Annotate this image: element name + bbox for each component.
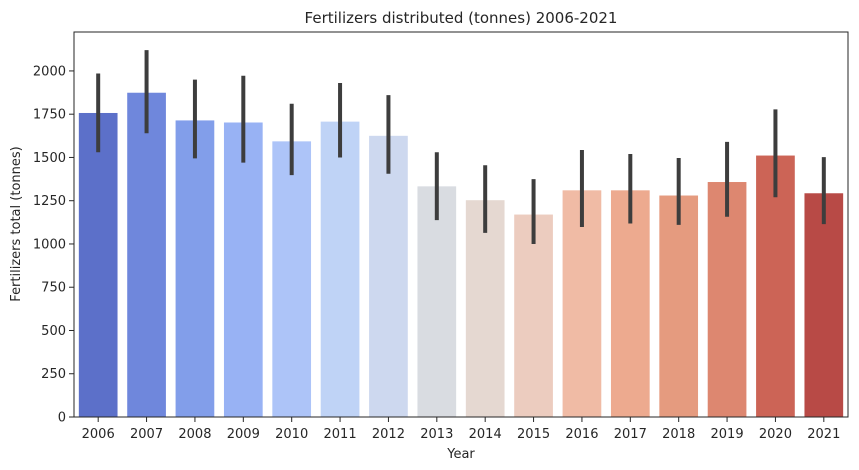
- x-tick-label: 2018: [662, 427, 695, 442]
- x-tick-label: 2010: [275, 427, 308, 442]
- bar-2016: [562, 190, 602, 417]
- y-tick-label: 0: [58, 411, 66, 426]
- bar-2020: [756, 155, 795, 417]
- x-tick-label: 2014: [469, 427, 502, 442]
- chart-title: Fertilizers distributed (tonnes) 2006-20…: [305, 9, 618, 27]
- bar-2006: [78, 112, 118, 418]
- x-tick-label: 2007: [130, 427, 163, 442]
- x-tick-label: 2017: [614, 427, 647, 442]
- bar-2019: [707, 182, 747, 417]
- x-tick-label: 2020: [759, 427, 792, 442]
- bar-2011: [320, 121, 360, 417]
- bar-2017: [610, 190, 650, 417]
- x-tick-label: 2016: [565, 427, 598, 442]
- y-tick-label: 500: [41, 324, 66, 339]
- x-tick-label: 2021: [807, 427, 840, 442]
- bar-2008: [175, 120, 215, 417]
- bar-2018: [659, 195, 699, 417]
- x-tick-label: 2012: [372, 427, 405, 442]
- plot-frame: [73, 31, 849, 418]
- x-tick-label: 2011: [324, 427, 357, 442]
- bar-2010: [272, 141, 312, 417]
- bar-2012: [369, 135, 408, 417]
- x-axis-label: Year: [446, 447, 475, 462]
- x-tick-label: 2006: [82, 427, 115, 442]
- y-tick-label: 1750: [33, 108, 66, 123]
- bar-2007: [127, 92, 166, 417]
- x-tick-label: 2013: [420, 427, 453, 442]
- bar-2014: [465, 200, 505, 417]
- y-tick-label: 1000: [33, 237, 66, 252]
- y-tick-label: 2000: [33, 64, 66, 79]
- x-tick-label: 2015: [517, 427, 550, 442]
- y-tick-label: 250: [41, 367, 66, 382]
- y-tick-label: 1500: [33, 151, 66, 166]
- x-tick-label: 2009: [227, 427, 260, 442]
- plot-area: 0 250 500 750 1000 1250 1500 1750 2000 2006 2007 20…: [33, 50, 844, 442]
- x-tick-label: 2008: [178, 427, 211, 442]
- y-axis-label: Fertilizers total (tonnes): [9, 146, 24, 301]
- bar-2009: [223, 122, 263, 417]
- bar-2013: [417, 186, 457, 417]
- y-tick-label: 1250: [33, 194, 66, 209]
- bar-2015: [514, 214, 553, 417]
- y-tick-label: 750: [41, 281, 66, 296]
- bar-2021: [804, 193, 844, 417]
- x-tick-label: 2019: [711, 427, 744, 442]
